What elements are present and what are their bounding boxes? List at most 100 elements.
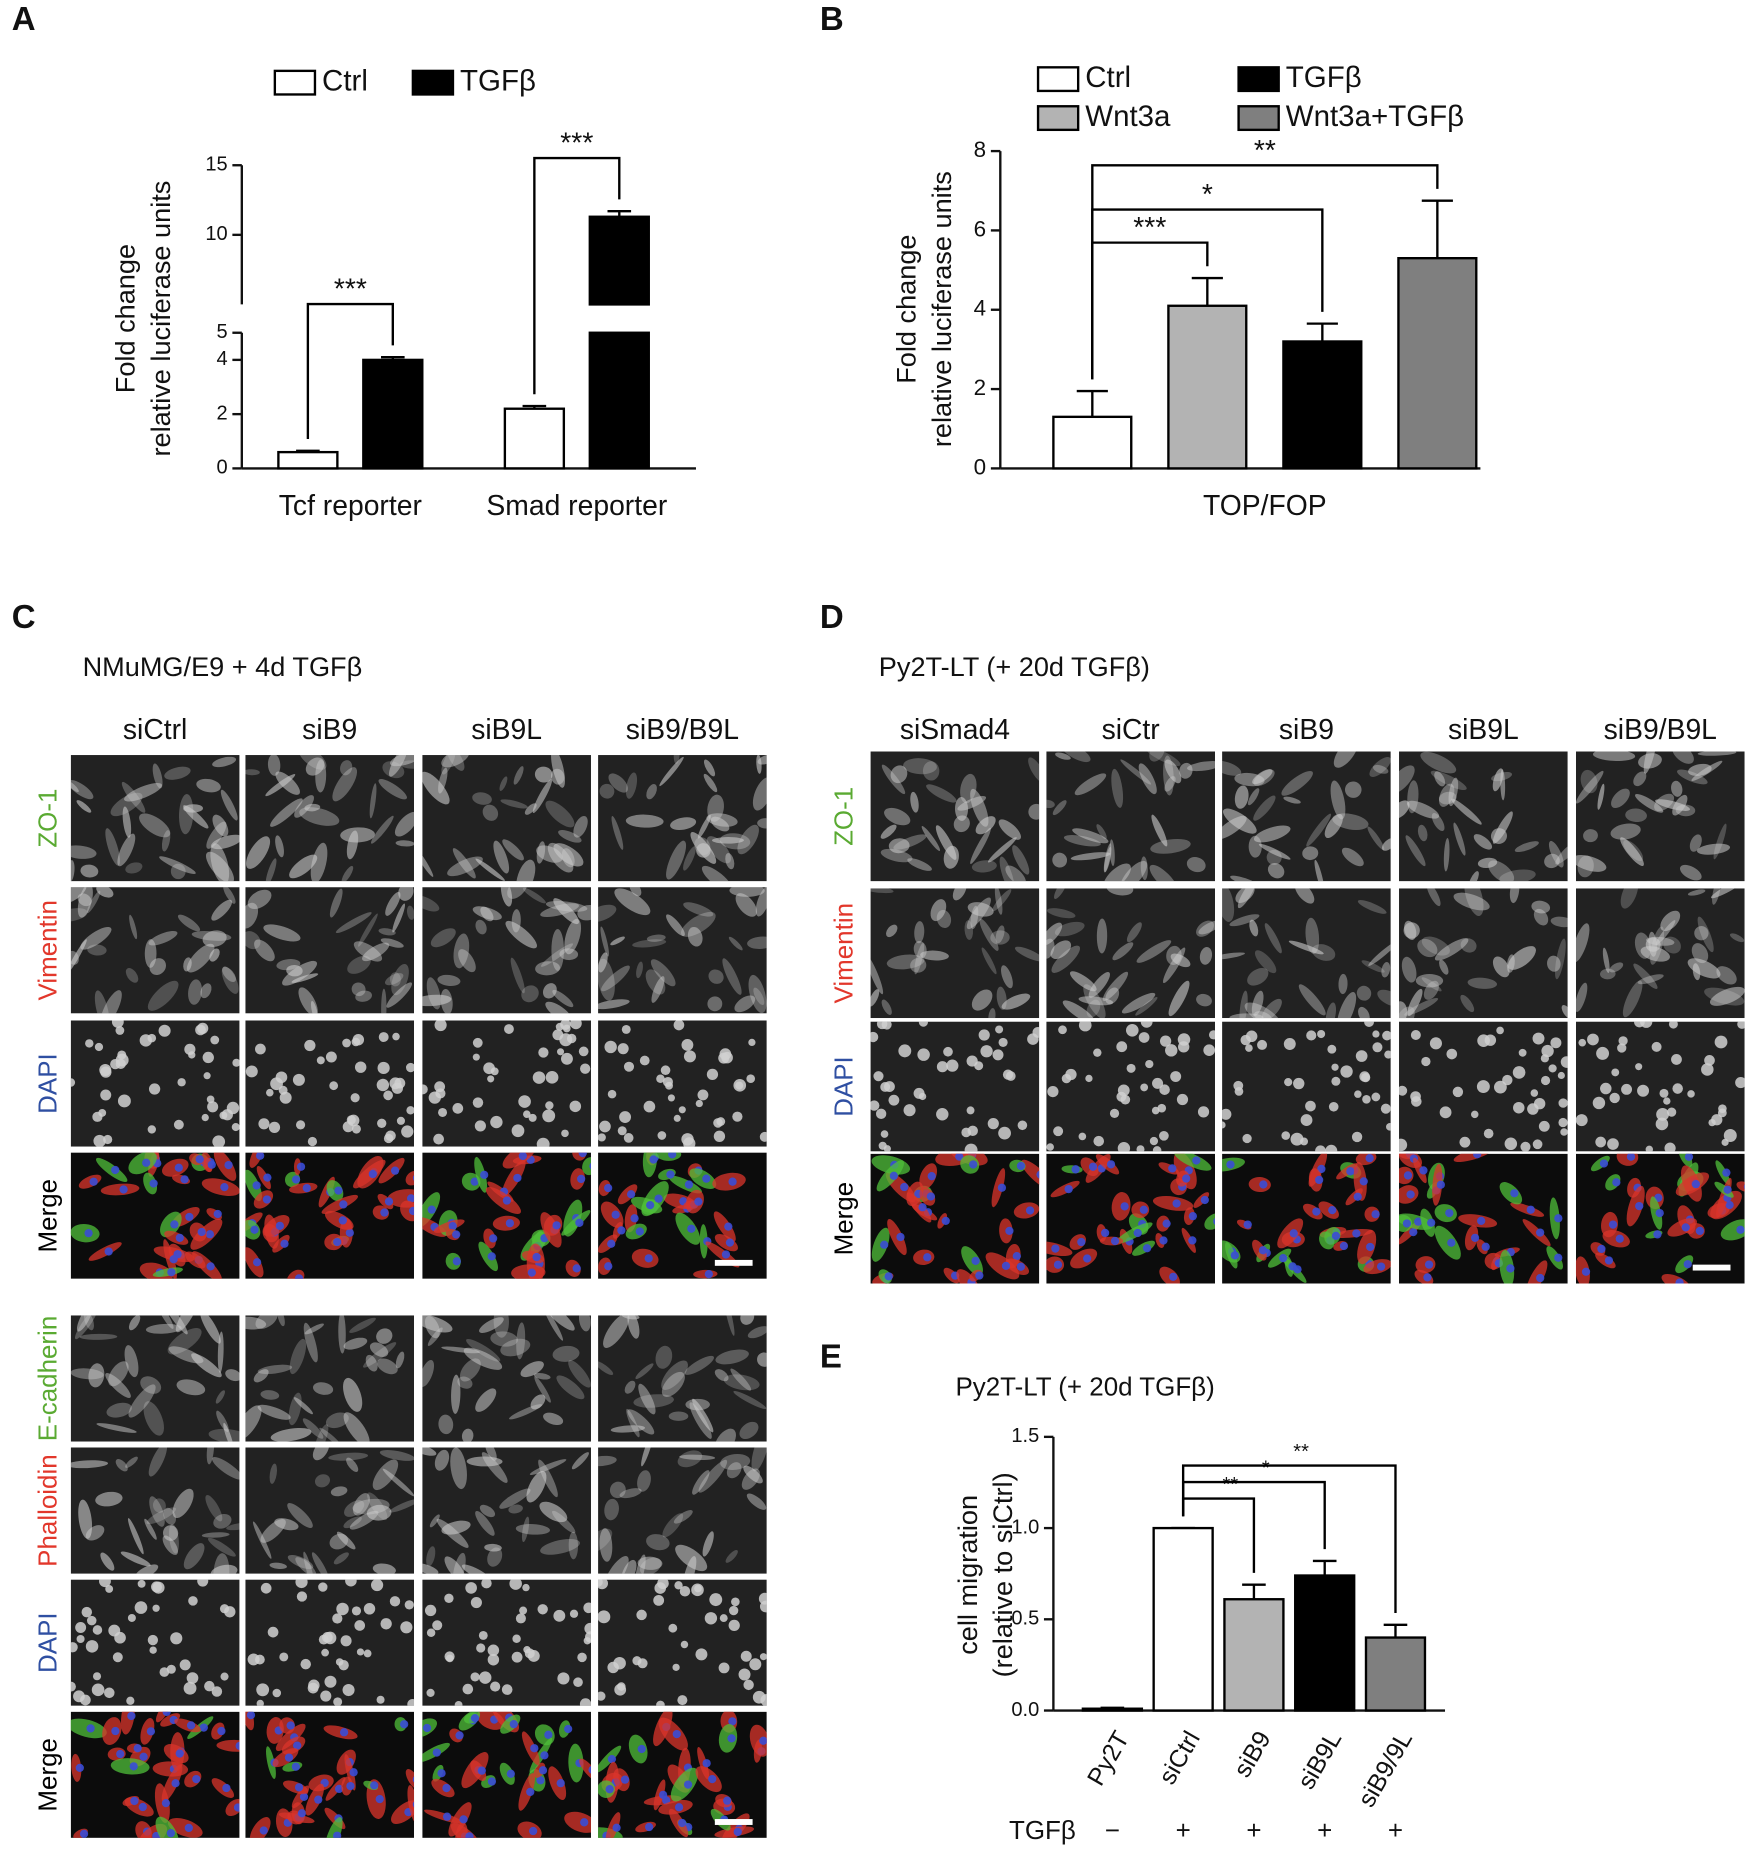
cell bbox=[1555, 839, 1568, 865]
cell bbox=[564, 918, 582, 955]
cell bbox=[971, 989, 993, 1011]
cell bbox=[458, 949, 476, 973]
cell bbox=[482, 804, 499, 821]
cell bbox=[553, 843, 584, 867]
nucleus bbox=[149, 1646, 157, 1654]
cell bbox=[729, 887, 765, 897]
cell bbox=[129, 914, 138, 940]
nucleus bbox=[279, 1091, 292, 1104]
cell bbox=[139, 813, 171, 838]
nucleus bbox=[1536, 1228, 1545, 1237]
y-tick-label: 4 bbox=[217, 348, 228, 370]
nucleus bbox=[334, 1186, 343, 1195]
nucleus bbox=[572, 1264, 581, 1273]
cell bbox=[124, 1345, 139, 1378]
nucleus bbox=[100, 1066, 112, 1078]
cell bbox=[1187, 761, 1215, 772]
y-tick-label: 0 bbox=[974, 454, 986, 479]
nucleus bbox=[92, 1672, 102, 1681]
cell bbox=[1407, 988, 1423, 1017]
cell bbox=[400, 760, 415, 769]
nucleus bbox=[1581, 1267, 1591, 1276]
nucleus bbox=[678, 1818, 687, 1828]
nucleus bbox=[390, 1166, 400, 1175]
cell bbox=[245, 769, 260, 776]
cell bbox=[522, 887, 546, 904]
treatment-sign: − bbox=[1105, 1817, 1120, 1845]
cell bbox=[1166, 945, 1182, 965]
nucleus bbox=[1737, 1021, 1745, 1029]
nucleus bbox=[377, 1061, 390, 1075]
nucleus bbox=[673, 1020, 685, 1031]
nucleus bbox=[201, 1113, 209, 1122]
cell bbox=[926, 784, 957, 803]
cell bbox=[994, 888, 1003, 915]
cell bbox=[162, 1535, 179, 1555]
nucleus bbox=[1736, 1225, 1745, 1234]
nucleus bbox=[235, 1741, 240, 1750]
nucleus bbox=[1533, 1098, 1546, 1110]
nucleus bbox=[1371, 1210, 1380, 1219]
nucleus bbox=[1609, 1092, 1620, 1104]
cell bbox=[1609, 962, 1624, 973]
cell bbox=[1103, 843, 1112, 873]
y-tick-label: 5 bbox=[217, 321, 228, 343]
nucleus bbox=[452, 1230, 461, 1239]
nucleus bbox=[1016, 1161, 1026, 1171]
micrograph bbox=[245, 887, 415, 1014]
nucleus bbox=[1410, 1091, 1421, 1102]
nucleus bbox=[127, 1613, 136, 1622]
cell bbox=[376, 1328, 393, 1344]
cell bbox=[529, 1459, 567, 1475]
cell bbox=[621, 1559, 637, 1574]
nucleus bbox=[1017, 1120, 1028, 1131]
cell bbox=[1258, 843, 1291, 860]
cell bbox=[353, 941, 383, 962]
nucleus bbox=[728, 1619, 740, 1632]
nucleus bbox=[442, 1783, 451, 1793]
cell bbox=[369, 783, 377, 819]
nucleus bbox=[1471, 1110, 1479, 1119]
y-tick-label: 2 bbox=[217, 402, 228, 424]
cell bbox=[687, 926, 703, 947]
nucleus bbox=[573, 1677, 583, 1688]
bar bbox=[1223, 1598, 1285, 1712]
nucleus bbox=[1317, 1164, 1326, 1174]
cell bbox=[162, 1315, 188, 1335]
y-tick-label: 4 bbox=[974, 296, 986, 321]
nucleus bbox=[721, 1250, 731, 1259]
nucleus bbox=[1424, 1260, 1434, 1269]
cell bbox=[70, 950, 79, 965]
nucleus bbox=[506, 1769, 515, 1778]
cell bbox=[1453, 892, 1490, 911]
nucleus bbox=[115, 1026, 125, 1035]
nucleus bbox=[1257, 1039, 1268, 1050]
cell bbox=[551, 755, 566, 788]
cell bbox=[392, 903, 406, 933]
cell bbox=[971, 860, 997, 873]
nucleus bbox=[206, 1262, 215, 1271]
cell bbox=[538, 1459, 558, 1498]
cell bbox=[313, 1424, 329, 1442]
cell bbox=[1247, 788, 1260, 806]
cell bbox=[757, 818, 767, 829]
cell bbox=[1162, 947, 1186, 984]
nucleus bbox=[212, 1135, 226, 1147]
nucleus bbox=[490, 1115, 503, 1129]
nucleus bbox=[1557, 1071, 1565, 1080]
nucleus bbox=[1001, 1261, 1011, 1271]
nucleus bbox=[1611, 1068, 1620, 1077]
cell bbox=[1074, 773, 1107, 796]
nucleus bbox=[589, 1162, 591, 1170]
y-axis-title: cell migration bbox=[952, 1495, 983, 1655]
cell bbox=[260, 1519, 286, 1543]
nucleus bbox=[185, 1212, 194, 1222]
cell bbox=[426, 977, 441, 1010]
nucleus bbox=[333, 1697, 343, 1706]
nucleus bbox=[1305, 1100, 1316, 1112]
nucleus bbox=[219, 1111, 228, 1120]
nucleus bbox=[1140, 1021, 1153, 1028]
cell bbox=[1251, 990, 1264, 1017]
cell bbox=[723, 1374, 760, 1391]
cell bbox=[128, 1384, 156, 1418]
